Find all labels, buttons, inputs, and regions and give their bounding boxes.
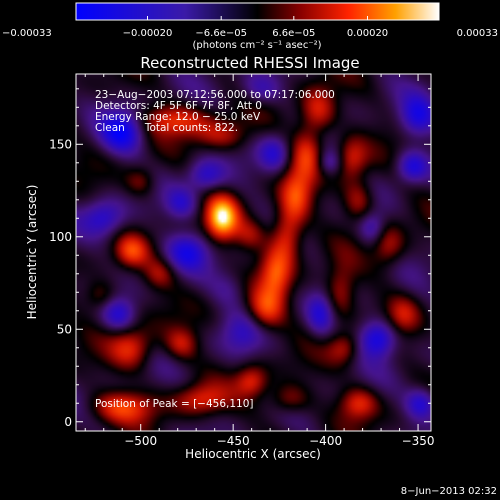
y-axis-label: Heliocentric Y (arcsec) [25, 185, 39, 320]
colorbar-tick-label: −6.6e−05 [195, 28, 247, 39]
annotation-clean-counts: Clean Total counts: 822. [95, 122, 238, 134]
annotation-block: 23−Aug−2003 07:12:56.000 to 07:17:06.000… [95, 89, 335, 134]
axis-ticks: −500 −450 −400 −350 0 50 100 150 [49, 74, 435, 448]
colorbar-frame [75, 2, 440, 21]
x-tick-label: −450 [217, 434, 250, 448]
x-tick-label: −400 [309, 434, 342, 448]
plot-frame [75, 73, 432, 432]
x-axis-label: Heliocentric X (arcsec) [185, 447, 321, 461]
x-tick-label: −350 [402, 434, 435, 448]
plot-area: −500 −450 −400 −350 0 50 100 150 [49, 73, 435, 448]
annotation-detectors: Detectors: 4F 5F 6F 7F 8F, Att 0 [95, 100, 262, 112]
colorbar-unit-label: (photons cm⁻² s⁻¹ asec⁻²) [192, 40, 321, 51]
colorbar-ticks: −0.00033 −0.00020 −6.6e−05 6.6e−05 0.00020 0.… [2, 16, 498, 39]
colorbar-tick-label: 0.00020 [347, 28, 388, 39]
annotation-time-range: 23−Aug−2003 07:12:56.000 to 07:17:06.000 [95, 89, 335, 101]
colorbar-gradient [76, 3, 439, 20]
y-tick-label: 0 [64, 415, 72, 429]
y-tick-label: 100 [49, 230, 72, 244]
footer-timestamp: 8−Jun−2013 02:32 [401, 486, 497, 497]
colorbar-tick-label: −0.00033 [2, 28, 52, 39]
y-tick-label: 50 [57, 322, 72, 336]
colorbar-tick-label: 0.00033 [457, 28, 498, 39]
x-tick-label: −500 [124, 434, 157, 448]
heatmap-image [76, 74, 431, 431]
colorbar: −0.00033 −0.00020 −6.6e−05 6.6e−05 0.00020 0.… [2, 2, 498, 51]
peak-position-label: Position of Peak = [−456,110] [95, 398, 254, 410]
y-tick-label: 150 [49, 137, 72, 151]
colorbar-tick-label: 6.6e−05 [272, 28, 315, 39]
chart-title: Reconstructed RHESSI Image [140, 54, 359, 72]
annotation-energy-range: Energy Range: 12.0 − 25.0 keV [95, 111, 261, 123]
colorbar-tick-label: −0.00020 [123, 28, 173, 39]
